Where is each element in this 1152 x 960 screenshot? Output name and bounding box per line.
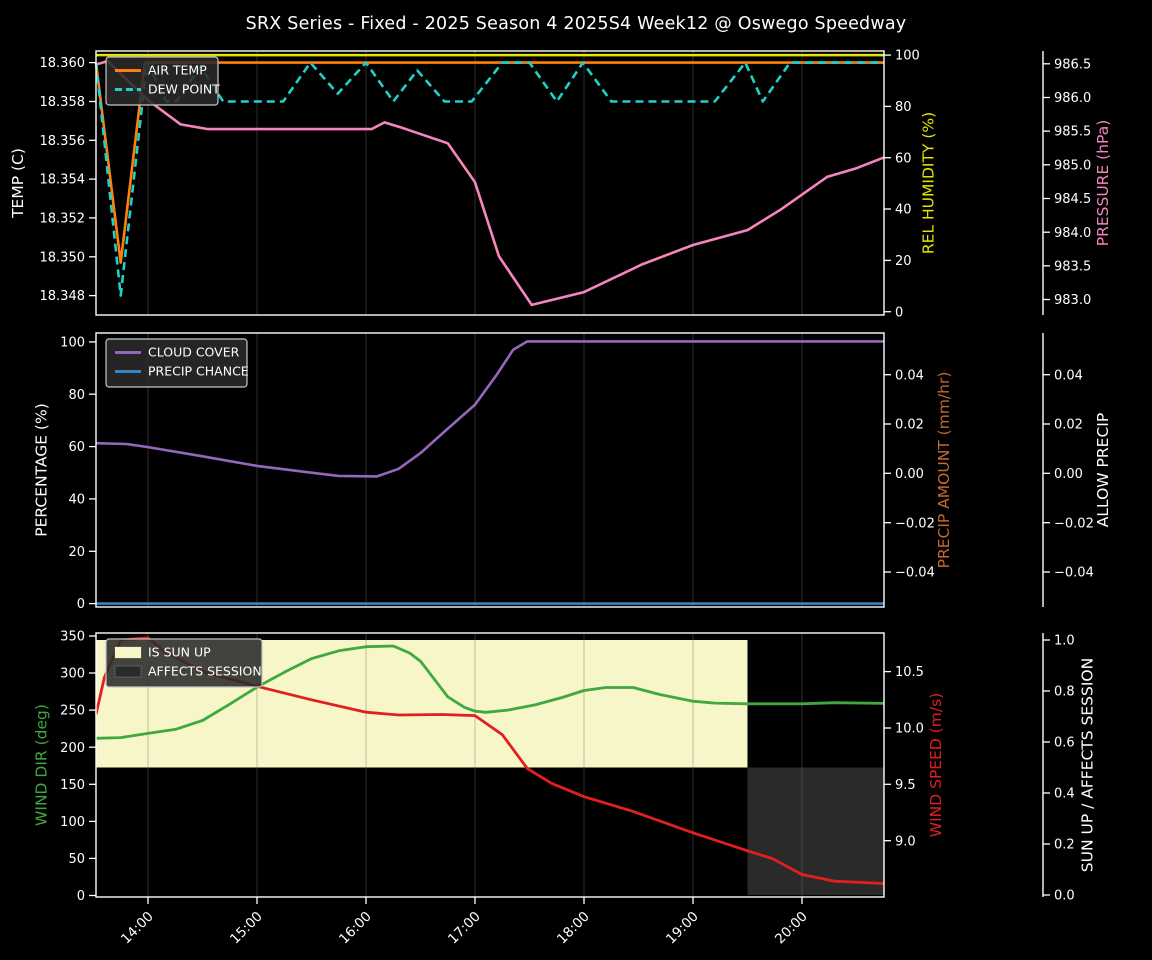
tick-label: 9.5 <box>895 778 916 793</box>
tick-label: 986.5 <box>1054 57 1091 72</box>
x-tick-label: 16:00 <box>336 909 375 948</box>
tick-label: 100 <box>895 49 920 64</box>
tick-label: 985.0 <box>1054 158 1091 173</box>
tick-label: 18.356 <box>40 134 86 149</box>
tick-label: 20 <box>68 545 85 560</box>
tick-label: 60 <box>68 440 85 455</box>
tick-label: 18.348 <box>40 289 86 304</box>
tick-label: 200 <box>60 741 85 756</box>
tick-label: 18.354 <box>40 173 86 188</box>
tick-label: 80 <box>68 388 85 403</box>
tick-label: 40 <box>895 203 912 218</box>
wind-dir-line <box>95 644 885 740</box>
wind-sun-chart: 0 50 100 150 200 250 300 350 WIND DIR (deg) 9.0 9.… <box>33 630 1097 948</box>
tick-label: 250 <box>60 704 85 719</box>
tick-label: 300 <box>60 667 85 682</box>
tick-label: 983.5 <box>1054 259 1091 274</box>
tick-label: 18.360 <box>40 56 86 71</box>
tick-label: 80 <box>895 100 912 115</box>
wind-speed-m-s-axis-label: WIND SPEED (m/s) <box>927 693 945 837</box>
x-tick-label: 19:00 <box>663 909 702 948</box>
tick-label: 9.0 <box>895 834 916 849</box>
pressure-hpa-axis-label: PRESSURE (hPa) <box>1094 120 1112 247</box>
x-tick-label: 18:00 <box>554 909 593 948</box>
tick-label: 100 <box>60 336 85 351</box>
tick-label: 0.0 <box>1054 889 1075 904</box>
x-tick-label: 17:00 <box>445 909 484 948</box>
is-sun-up-legend-label: IS SUN UP <box>148 645 211 660</box>
tick-label: 10.5 <box>895 665 924 680</box>
dew-point-legend-label: DEW POINT <box>148 82 220 97</box>
cloud-cover-legend-label: CLOUD COVER <box>148 345 240 360</box>
tick-label: 40 <box>68 493 85 508</box>
tick-label: 0 <box>895 305 903 320</box>
legend: CLOUD COVER PRECIP CHANCE <box>105 338 249 388</box>
tick-label: 20 <box>895 254 912 269</box>
is-sun-up-legend-swatch <box>114 646 142 659</box>
tick-label: −0.02 <box>1054 516 1094 531</box>
tick-label: 10.0 <box>895 722 924 737</box>
tick-label: 0.04 <box>895 368 924 383</box>
tick-label: 0.8 <box>1054 685 1075 700</box>
tick-label: 350 <box>60 630 85 645</box>
tick-label: 985.5 <box>1054 125 1091 140</box>
figure-title: SRX Series - Fixed - 2025 Season 4 2025S… <box>245 14 907 34</box>
tick-label: 18.358 <box>40 95 86 110</box>
pressure-line <box>95 59 885 307</box>
tick-label: 18.350 <box>40 250 86 265</box>
tick-label: −0.04 <box>1054 566 1094 581</box>
tick-label: 984.0 <box>1054 226 1091 241</box>
tick-label: 0.4 <box>1054 787 1075 802</box>
plot-frame <box>95 332 885 608</box>
affects-session-legend-label: AFFECTS SESSION <box>148 664 262 679</box>
wind-dir-deg-axis-label: WIND DIR (deg) <box>33 704 51 826</box>
tick-label: 60 <box>895 151 912 166</box>
cloud-cover-line <box>95 340 884 478</box>
tick-label: 0 <box>77 889 85 904</box>
tick-label: 986.0 <box>1054 91 1091 106</box>
legend: IS SUN UP AFFECTS SESSION <box>105 638 263 688</box>
x-tick-label: 15:00 <box>227 909 266 948</box>
tick-label: 18.352 <box>40 212 86 227</box>
affects-session-region <box>747 767 884 895</box>
tick-label: 100 <box>60 815 85 830</box>
tick-label: 50 <box>68 852 85 867</box>
legend-box <box>105 338 248 388</box>
rel-humidity-axis-label: REL HUMIDITY (%) <box>919 112 937 254</box>
plot-frame <box>95 632 885 898</box>
percentage-axis-label: PERCENTAGE (%) <box>33 403 51 537</box>
temp-humidity-pressure-chart: 18.348 18.350 18.352 18.354 18.356 18.358 18.3… <box>9 49 1112 321</box>
tick-label: 0.00 <box>1054 467 1083 482</box>
tick-label: −0.04 <box>895 566 935 581</box>
tick-label: 0 <box>77 597 85 612</box>
air-temp-legend-label: AIR TEMP <box>148 63 207 78</box>
tick-label: 984.5 <box>1054 192 1091 207</box>
affects-session-legend-swatch <box>114 665 142 678</box>
legend: AIR TEMP DEW POINT <box>105 56 220 106</box>
tick-label: 1.0 <box>1054 634 1075 649</box>
allow-precip-axis-label: ALLOW PRECIP <box>1094 413 1112 527</box>
precip-chance-legend-label: PRECIP CHANCE <box>148 364 249 379</box>
plot-frame <box>95 50 885 316</box>
precip-amount-mm-hr-axis-label: PRECIP AMOUNT (mm/hr) <box>935 372 953 569</box>
x-tick-label: 20:00 <box>772 909 811 948</box>
x-tick-label: 14:00 <box>118 909 157 948</box>
tick-label: 0.6 <box>1054 736 1075 751</box>
tick-label: 0.02 <box>1054 418 1083 433</box>
tick-label: 0.02 <box>895 418 924 433</box>
legend-box <box>105 638 263 688</box>
tick-label: −0.02 <box>895 516 935 531</box>
temp-c-axis-label: TEMP (C) <box>9 148 27 219</box>
sun-up-affects-session-axis-label: SUN UP / AFFECTS SESSION <box>1078 658 1096 872</box>
cloud-precip-chart: 0 20 40 60 80 100 PERCENTAGE (%) −0.04 −0.02 0.00… <box>33 332 1112 612</box>
tick-label: 983.0 <box>1054 293 1091 308</box>
tick-label: 0.2 <box>1054 838 1075 853</box>
tick-label: 0.00 <box>895 467 924 482</box>
tick-label: 150 <box>60 778 85 793</box>
tick-label: 0.04 <box>1054 368 1083 383</box>
